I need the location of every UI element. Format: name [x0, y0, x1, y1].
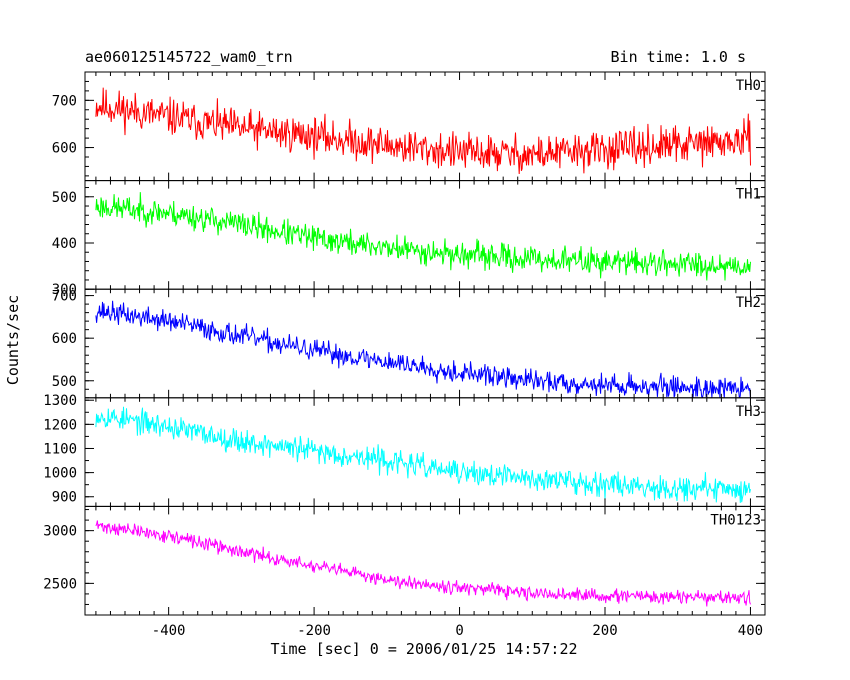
- y-tick-label: 1200: [43, 417, 77, 433]
- y-tick-label: 1000: [43, 466, 77, 482]
- series-label-th3: TH3: [736, 404, 761, 420]
- x-axis-label: Time [sec] 0 = 2006/01/25 14:57:22: [270, 640, 577, 658]
- series-label-th0123: TH0123: [710, 512, 761, 528]
- panel-frame: [84, 288, 766, 399]
- series-line-th0123: [95, 520, 751, 607]
- x-tick-label: 0: [455, 623, 463, 639]
- y-tick-label: 1300: [43, 393, 77, 409]
- y-tick-label: 600: [52, 141, 77, 157]
- y-tick-label: 400: [52, 236, 77, 252]
- y-tick-label: 600: [52, 331, 77, 347]
- series-label-th1: TH1: [736, 187, 761, 203]
- y-axis-label: Counts/sec: [4, 295, 22, 385]
- panel-frame: [84, 180, 766, 290]
- y-tick-label: 700: [52, 93, 77, 109]
- x-tick-label: 200: [592, 623, 617, 639]
- y-tick-label: 900: [52, 490, 77, 506]
- y-tick-label: 500: [52, 190, 77, 206]
- panel-frame: [84, 397, 766, 507]
- series-line-th1: [95, 192, 751, 281]
- x-tick-label: -200: [297, 623, 331, 639]
- y-tick-label: 700: [52, 289, 77, 305]
- panel-frame: [84, 505, 766, 616]
- y-tick-label: 1100: [43, 441, 77, 457]
- x-tick-label: 400: [738, 623, 763, 639]
- x-tick-label: -400: [152, 623, 186, 639]
- series-label-th2: TH2: [736, 295, 761, 311]
- y-tick-label: 2500: [43, 576, 77, 592]
- series-line-th3: [95, 406, 751, 503]
- series-line-th0: [95, 87, 751, 175]
- bin-time-label: Bin time: 1.0 s: [611, 48, 746, 66]
- chart-title: ae060125145722_wam0_trn: [85, 48, 293, 66]
- panels-group: 600 700 TH0 300 400 500 TH1 500 600 700 TH2 900 1000…: [43, 71, 766, 639]
- panel-frame: [84, 71, 766, 182]
- y-tick-label: 3000: [43, 524, 77, 540]
- series-line-th2: [95, 300, 751, 398]
- y-tick-label: 300: [52, 282, 77, 298]
- series-label-th0: TH0: [736, 78, 761, 94]
- y-tick-label: 500: [52, 374, 77, 390]
